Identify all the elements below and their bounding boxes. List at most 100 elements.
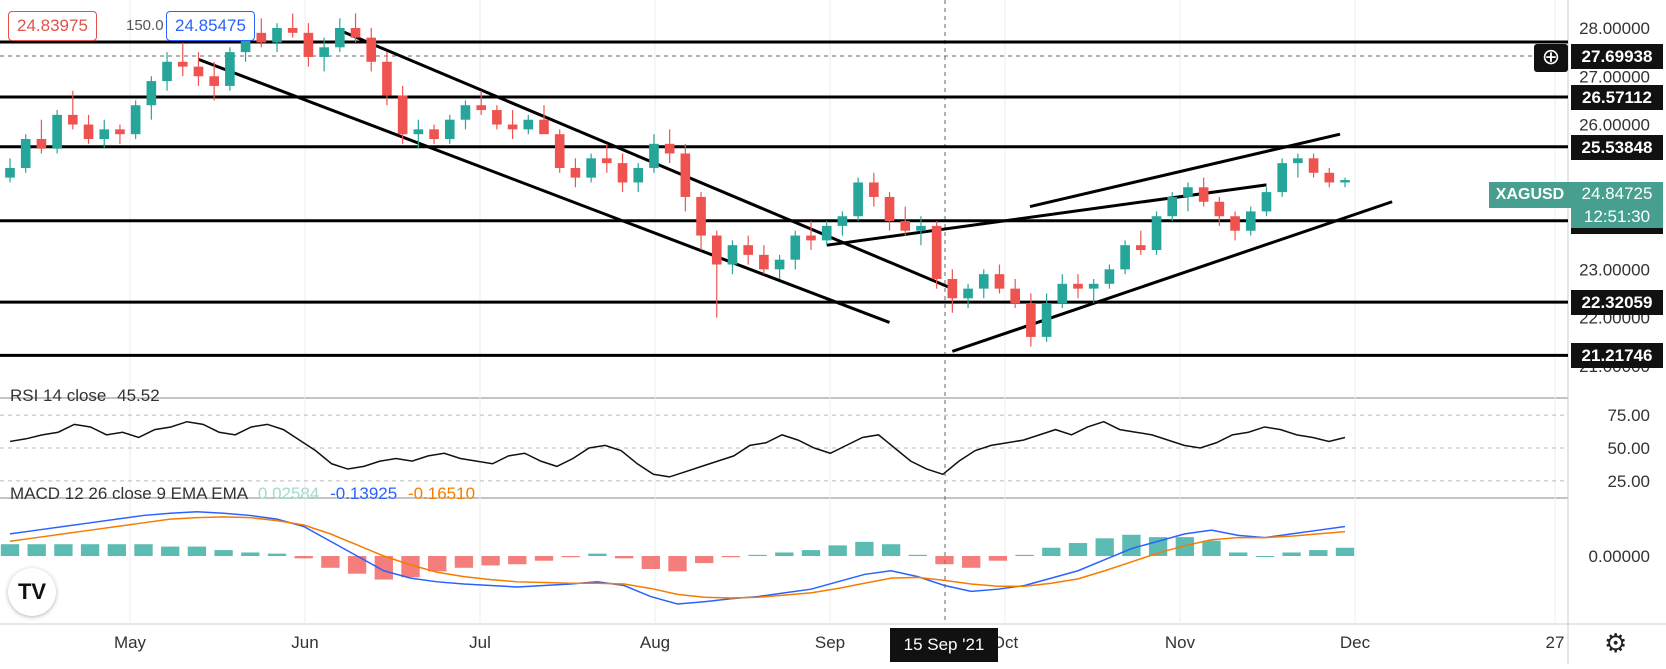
macd-histogram-bar [534,556,554,561]
macd-histogram-bar [80,544,100,556]
ohlc-open-value: 24.83975 [8,11,97,41]
candle-body [413,129,424,135]
candle-body [680,153,691,197]
candle-body [743,245,753,255]
rsi-tick-label: 25.00 [1607,472,1650,491]
candle-body [319,47,329,57]
macd-histogram-bar [347,556,367,574]
candle-body [1120,245,1130,270]
macd-histogram-bar [241,552,260,556]
candle-body [20,139,31,168]
macd-histogram-bar [641,556,660,569]
candle-body [256,32,267,43]
candle-body [1088,283,1099,289]
candle-body [1245,211,1256,231]
trend-channels [197,29,1393,353]
macd-histogram-bar [134,544,153,556]
candle-body [570,167,581,178]
candle-body [130,105,141,135]
macd-histogram-bar [988,556,1008,561]
candle-body [1308,158,1319,173]
macd-histogram-bar [1042,547,1061,556]
candle-body [602,158,612,164]
candle-body [869,182,879,197]
crosshair-date-label: 15 Sep '21 [890,628,998,662]
candle-body [994,274,1005,289]
candle-body [821,225,832,241]
trend-line [951,200,1393,353]
bar-countdown: 12:51:30 [1583,207,1651,226]
x-tick-label: Oct [992,633,1019,652]
macd-hist-value: 0.02584 [257,484,320,503]
candle-body [366,37,377,62]
current-price-badge: 24.84725 12:51:30 [1571,182,1663,228]
gear-icon[interactable]: ⚙ [1604,628,1628,658]
macd-pane: 0.00000 [0,510,1650,605]
candle-body [476,105,486,111]
candle-body [1010,288,1020,304]
candle-body [774,259,785,270]
candle-body [947,278,958,299]
ohlc-mid-value: 150.0 [126,17,164,34]
rsi-label: RSI 14 close [10,386,107,405]
candle-body [193,66,204,77]
candle-body [177,61,188,67]
candle-body [1214,201,1225,217]
candle-body [460,105,471,120]
macd-histogram-bar [828,545,847,556]
candle-body [963,288,973,299]
candle-body [884,196,895,222]
candle-body [664,143,675,154]
candle-body [287,28,298,33]
candle-body [1324,172,1335,183]
macd-histogram-bar [1335,547,1355,556]
rsi-tick-label: 75.00 [1607,406,1650,425]
candle-body [523,119,534,130]
tradingview-logo[interactable]: TV [8,568,56,616]
crosshair-plus-icon[interactable]: ⊕ [1534,44,1568,72]
x-tick-label: Nov [1165,633,1196,652]
candle-body [586,158,596,178]
rsi-value: 45.52 [117,386,160,405]
time-axis: May Jun Jul Aug Sep Oct Nov Dec 27 [114,633,1565,652]
macd-histogram-bar [428,556,447,572]
macd-histogram-bar [962,556,981,568]
macd-histogram-bar [27,544,46,556]
macd-histogram-bar [454,556,474,568]
candle-body [539,119,549,135]
macd-signal-value: -0.16510 [407,484,476,503]
rsi-tick-label: 50.00 [1607,439,1650,458]
candle-body [931,225,942,279]
candle-body [1277,163,1287,193]
current-price: 24.84725 [1581,184,1653,203]
candle-body [853,182,863,217]
macd-histogram-bar [855,541,874,556]
x-tick-label: May [114,633,147,652]
candle-body [444,119,455,140]
macd-histogram-bar [161,546,180,556]
candle-body [146,81,157,106]
rsi-legend: RSI 14 close 45.52 [10,386,160,406]
candle-body [429,129,439,140]
crosshair-price-label: 27.69938 [1571,44,1663,69]
candle-body [1167,196,1178,217]
candle-body [350,28,361,38]
candle-body [492,110,502,125]
macd-line [9,510,1346,605]
candle-body [696,196,706,236]
candle-body [1041,303,1052,337]
candle-body [1230,216,1240,231]
candle-body [1261,192,1272,212]
candle-body [916,225,926,231]
macd-histogram-bar [401,556,420,578]
candle-body [36,139,47,149]
trend-line [197,57,891,324]
macd-histogram-bar [668,556,687,572]
macd-histogram-bar [801,550,821,556]
x-tick-label: 27 [1546,633,1565,652]
candle-body [759,254,769,270]
candle-body [68,114,78,125]
macd-histogram-bar [1255,556,1275,557]
